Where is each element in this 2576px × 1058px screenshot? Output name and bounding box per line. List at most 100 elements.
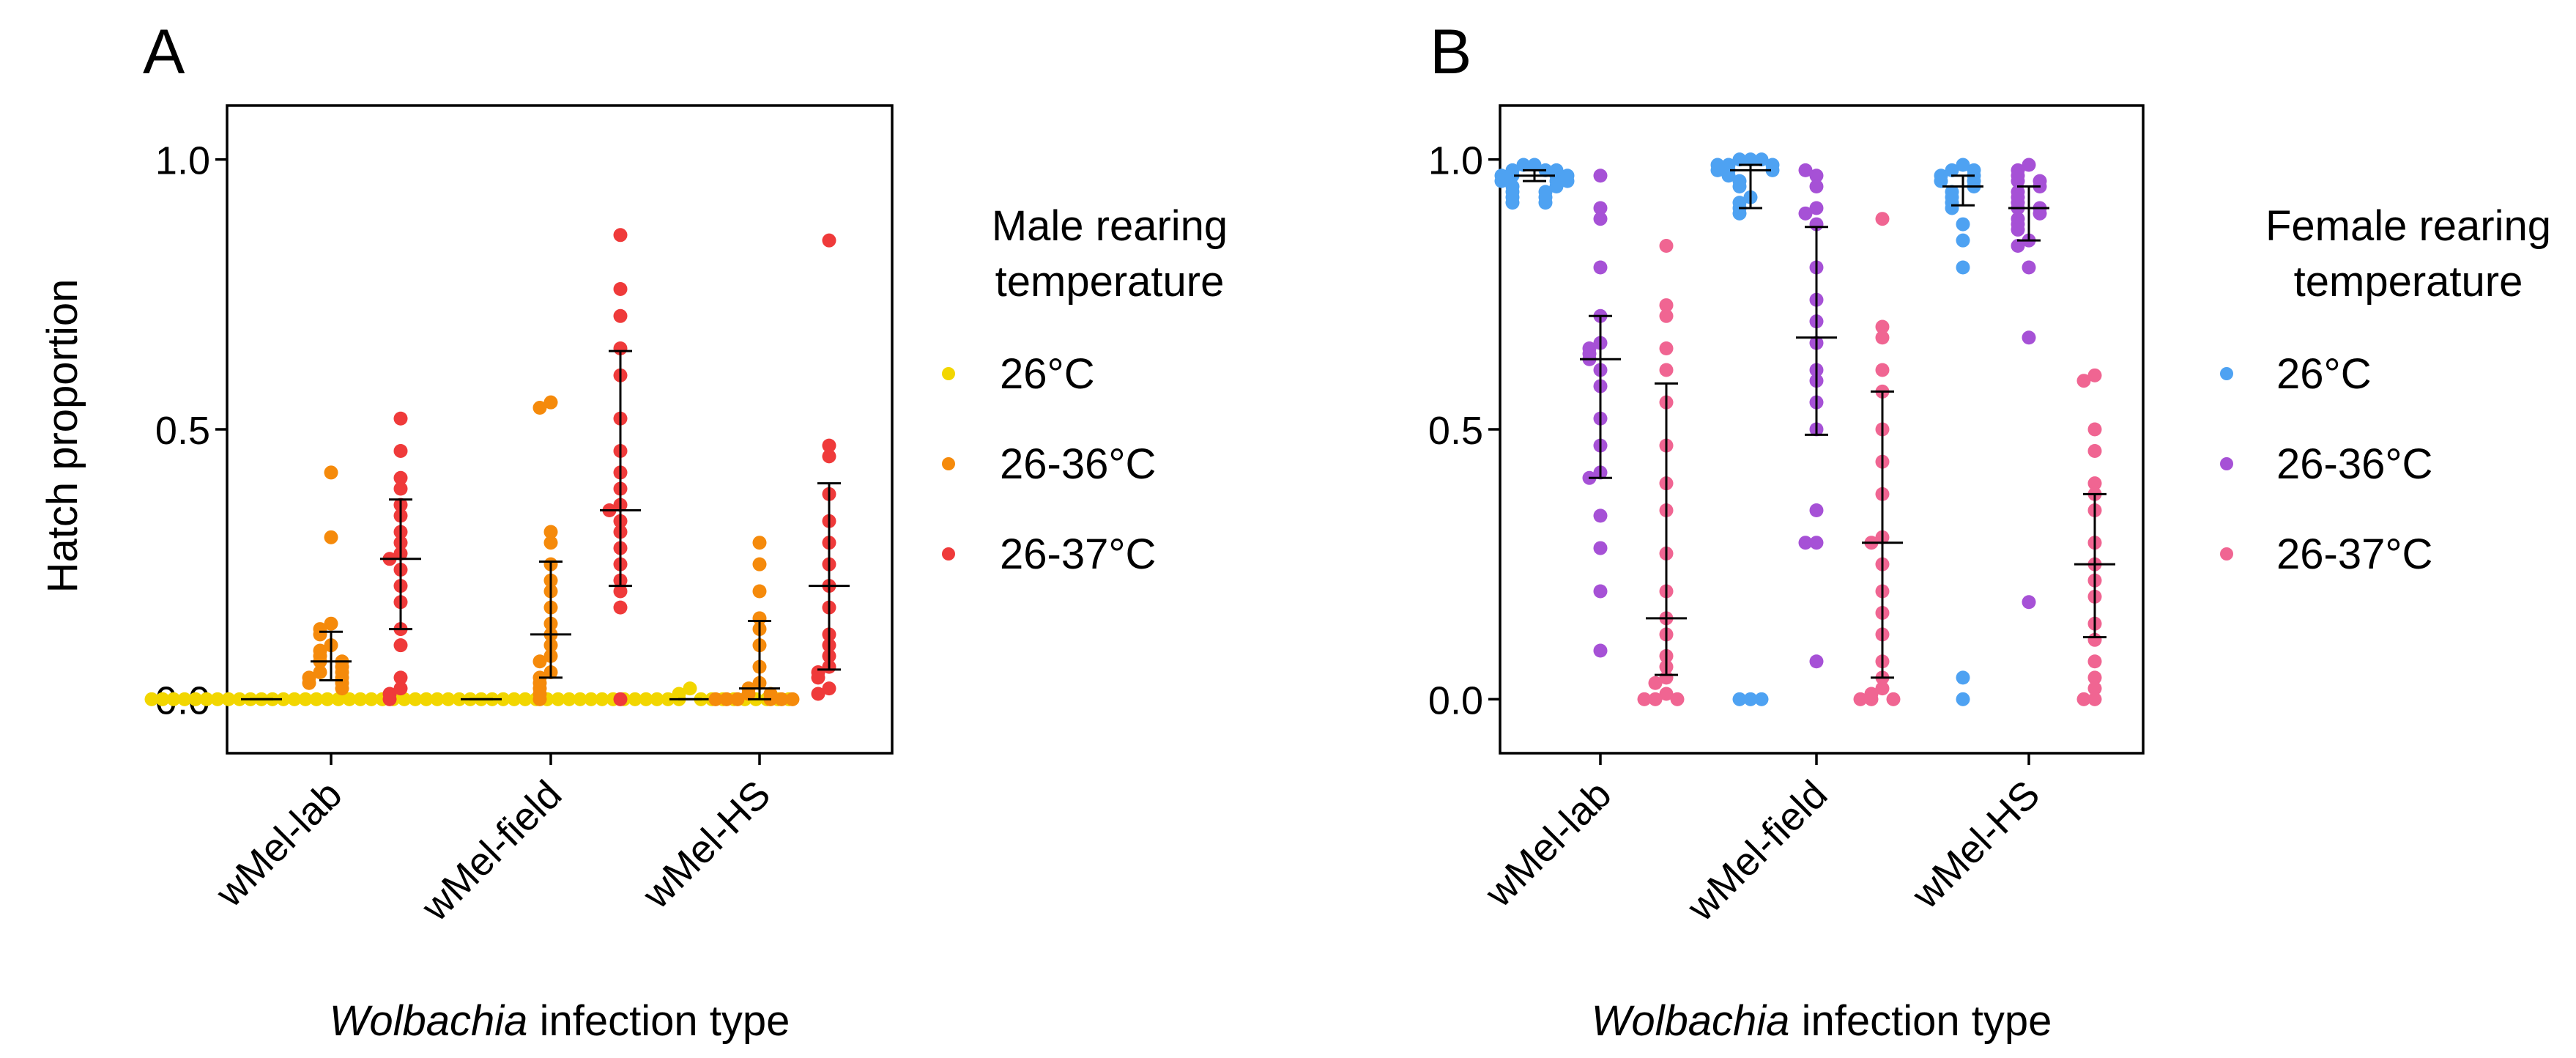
panel-a-point — [752, 536, 767, 550]
panel-b-point — [2087, 422, 2102, 437]
panel-a-point — [639, 692, 653, 706]
panel-b-point — [2022, 330, 2036, 345]
panel-a-point — [683, 681, 697, 696]
panel-a-point — [719, 692, 734, 706]
panel-a-point — [419, 692, 434, 706]
panel-a-point — [324, 616, 338, 631]
panel-a-point — [335, 681, 349, 696]
panel-b-point — [1875, 319, 1890, 334]
panel-a-x-tick-label: wMel-lab — [207, 772, 351, 916]
panel-a-point — [613, 308, 628, 323]
panel-b-point — [1593, 260, 1608, 275]
panel-a-legend-title-line1: Male rearing — [992, 202, 1228, 250]
panel-b-point — [1593, 584, 1608, 599]
panel-b-point — [1754, 152, 1769, 167]
panel-b-point — [2076, 374, 2091, 388]
panel-b-series-1 — [1580, 158, 2049, 669]
panel-a-point — [613, 584, 628, 599]
panel-b-legend-label-26-36: 26-36°C — [2276, 440, 2432, 488]
panel-b-point — [1875, 681, 1890, 696]
panel-b-point — [1765, 163, 1780, 177]
panel-a-point — [532, 401, 547, 415]
panel-b-point — [1754, 692, 1769, 706]
panel-a-marks — [144, 228, 850, 706]
panel-a-legend-swatch-26-37 — [942, 547, 955, 561]
panel-a-point — [584, 692, 598, 706]
panel-b-point — [1648, 676, 1663, 690]
panel-b-legend: Female rearing temperature 26°C 26-36°C … — [2220, 202, 2551, 578]
panel-a-point — [155, 692, 170, 706]
panel-a-point — [298, 692, 313, 706]
panel-b-series-2 — [1637, 212, 2115, 706]
panel-a-point — [543, 395, 558, 410]
panel-b-point — [2022, 260, 2036, 275]
panel-b-point — [2022, 595, 2036, 610]
panel-b-x-tick-label: wMel-lab — [1477, 772, 1620, 916]
panel-b-point — [1721, 169, 1736, 183]
panel-b-point — [1743, 152, 1758, 167]
panel-b-point — [1516, 158, 1531, 172]
panel-a-point — [532, 692, 547, 706]
panel-b-point — [2011, 174, 2025, 188]
panel-a-point — [320, 692, 335, 706]
panel-a-x-axis-label: Wolbachia infection type — [330, 997, 790, 1045]
panel-b-point — [2087, 654, 2102, 669]
panel-a-point — [382, 692, 397, 706]
panel-a-point — [613, 600, 628, 615]
panel-a-x-tick-label: wMel-field — [412, 772, 570, 930]
panel-b-point — [1659, 363, 1674, 377]
panel-b-point — [1809, 169, 1824, 183]
panel-b-point — [1875, 330, 1890, 345]
panel-b-point — [1809, 180, 1824, 193]
panel-b-point — [1798, 163, 1813, 177]
panel-b-point — [2087, 368, 2102, 382]
panel-a-x-axis-label-rest: infection type — [527, 997, 790, 1045]
panel-b-point — [1875, 212, 1890, 226]
panel-b-point — [1538, 196, 1553, 210]
panel-b-point — [2011, 222, 2025, 237]
panel-a-point — [393, 670, 408, 685]
panel-b-point — [1659, 341, 1674, 355]
panel-a: A Hatch proportion 0.00.51.0 wMel-labwMe… — [39, 17, 1228, 1045]
panel-b-point — [1593, 541, 1608, 555]
panel-b-label: B — [1430, 17, 1471, 87]
panel-a-point — [661, 692, 675, 706]
panel-a-point — [276, 692, 291, 706]
panel-b-x-axis-label-rest: infection type — [1789, 997, 2052, 1045]
panel-b-point — [1670, 692, 1685, 706]
panel-b-point — [1494, 174, 1509, 188]
panel-a-point — [199, 692, 214, 706]
panel-a-point — [393, 470, 408, 485]
panel-b-point — [1593, 508, 1608, 523]
panel-b-point — [1956, 670, 1970, 685]
panel-b-x-axis-label-italic: Wolbachia — [1592, 997, 1790, 1045]
panel-b-point — [2087, 476, 2102, 491]
panel-b-legend-label-26-37: 26-37°C — [2276, 530, 2432, 578]
panel-a-point — [353, 692, 368, 706]
panel-a-point — [822, 681, 836, 696]
panel-a-point — [393, 638, 408, 653]
panel-a-point — [811, 670, 825, 685]
panel-a-point — [302, 676, 316, 690]
panel-b-point — [1945, 201, 1959, 215]
panel-b-legend-title-line1: Female rearing — [2265, 202, 2551, 250]
panel-a-series-2 — [380, 228, 850, 706]
panel-a-point — [221, 692, 236, 706]
panel-a-legend-label-26: 26°C — [1000, 350, 1095, 398]
panel-a-point — [822, 438, 836, 453]
panel-b-point — [2022, 158, 2036, 172]
panel-a-point — [822, 449, 836, 464]
panel-a-x-axis-label-italic: Wolbachia — [330, 997, 528, 1045]
panel-a-point — [342, 692, 357, 706]
panel-a-point — [730, 692, 745, 706]
panel-b-x-tick-label: wMel-HS — [1903, 772, 2048, 917]
panel-a-point — [166, 692, 181, 706]
panel-a-point — [518, 692, 532, 706]
panel-a-point — [408, 692, 423, 706]
panel-b-point — [1809, 201, 1824, 215]
panel-a-point — [452, 692, 467, 706]
panel-b-y-tick-label: 1.0 — [1428, 139, 1483, 183]
panel-a-point — [752, 557, 767, 571]
panel-a-legend: Male rearing temperature 26°C 26-36°C 26… — [942, 202, 1228, 578]
panel-a-point — [309, 692, 324, 706]
